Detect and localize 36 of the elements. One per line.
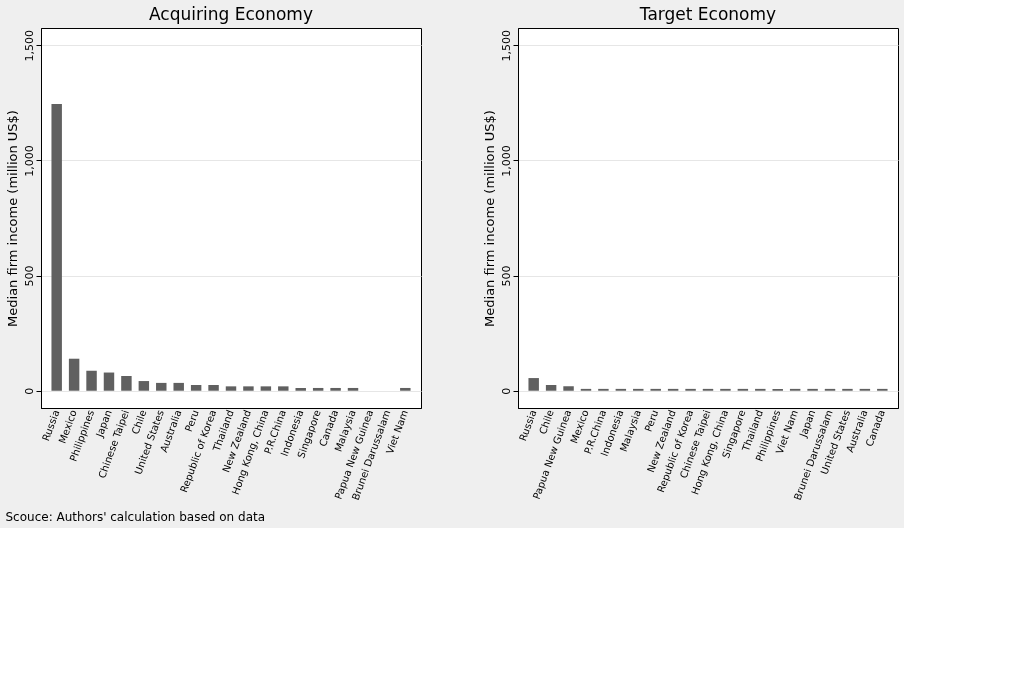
bar bbox=[225, 386, 237, 391]
bar bbox=[103, 372, 115, 391]
y-tick-label: 500 bbox=[499, 265, 513, 287]
y-axis-title: Median firm income (million US$) bbox=[481, 110, 497, 327]
bar bbox=[190, 384, 202, 391]
bar bbox=[208, 384, 219, 391]
y-tick-label: 1,500 bbox=[499, 30, 513, 62]
x-tick-label: Peru bbox=[182, 408, 201, 434]
bar bbox=[156, 382, 167, 391]
bar bbox=[68, 358, 80, 391]
bar bbox=[347, 387, 359, 391]
x-tick-label: Japan bbox=[93, 408, 114, 440]
bar bbox=[330, 387, 341, 391]
y-tick-label: 1,500 bbox=[22, 30, 36, 62]
bar bbox=[295, 387, 306, 391]
bar bbox=[51, 104, 62, 391]
chart-title: Target Economy bbox=[638, 4, 777, 24]
chart-title: Acquiring Economy bbox=[149, 4, 313, 24]
y-tick-label: 1,000 bbox=[22, 145, 36, 177]
bar bbox=[312, 387, 324, 391]
x-tick-label: Chile bbox=[536, 408, 556, 436]
bar bbox=[243, 386, 254, 391]
bar bbox=[278, 386, 289, 391]
y-axis-title: Median firm income (million US$) bbox=[4, 110, 20, 327]
bar bbox=[173, 382, 184, 391]
bar bbox=[86, 370, 97, 391]
y-tick-label: 0 bbox=[499, 387, 513, 395]
x-tick-label: Russia bbox=[517, 408, 539, 443]
bar bbox=[121, 375, 132, 391]
text: Scouce: Authors' calculation based on data bbox=[5, 509, 266, 524]
bar bbox=[260, 386, 272, 391]
bar bbox=[400, 387, 411, 391]
y-tick-label: 0 bbox=[22, 387, 36, 395]
y-tick-label: 1,000 bbox=[499, 145, 513, 177]
y-tick-label: 500 bbox=[22, 265, 36, 287]
bar bbox=[138, 381, 150, 391]
